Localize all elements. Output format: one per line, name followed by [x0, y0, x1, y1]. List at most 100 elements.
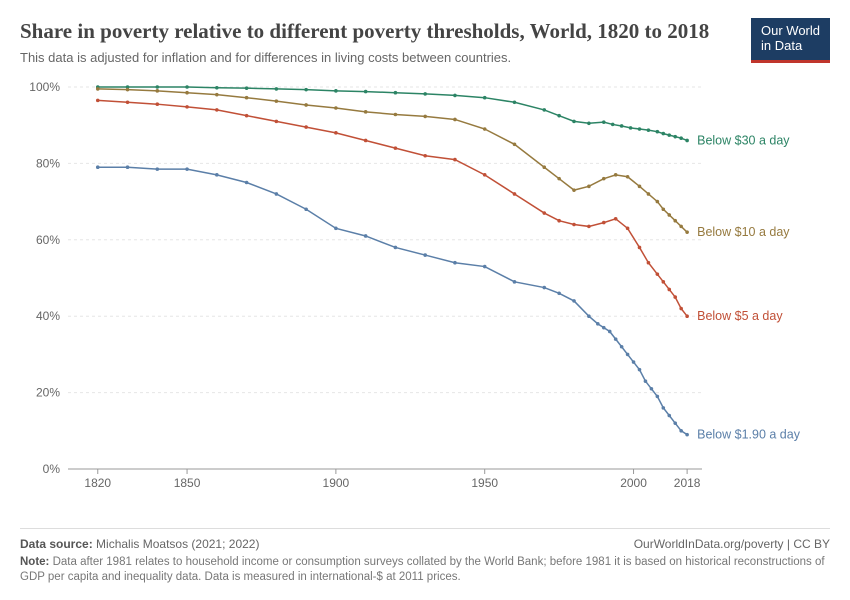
chart-subtitle: This data is adjusted for inflation and … — [20, 50, 731, 65]
title-block: Share in poverty relative to different p… — [20, 18, 751, 65]
data-point — [513, 143, 517, 147]
data-point — [667, 288, 671, 292]
data-point — [155, 103, 159, 107]
data-point — [679, 137, 683, 141]
data-point — [542, 166, 546, 170]
data-point — [656, 130, 660, 134]
data-point — [423, 254, 427, 258]
data-point — [667, 213, 671, 217]
data-point — [513, 101, 517, 105]
data-point — [602, 326, 606, 330]
data-point — [275, 192, 279, 196]
data-point — [542, 108, 546, 112]
data-point — [557, 219, 561, 223]
data-point — [423, 154, 427, 158]
series-line-below-190 — [98, 167, 687, 434]
data-point — [542, 286, 546, 290]
data-point — [626, 175, 630, 179]
footer-note: Note: Data after 1981 relates to househo… — [20, 555, 830, 586]
data-point — [679, 429, 683, 433]
data-point — [632, 360, 636, 364]
data-point — [638, 368, 642, 372]
data-point — [602, 121, 606, 125]
svg-text:2000: 2000 — [620, 476, 647, 490]
data-point — [572, 120, 576, 124]
footer-row: Data source: Michalis Moatsos (2021; 202… — [20, 537, 830, 551]
data-point — [647, 192, 651, 196]
data-point — [662, 280, 666, 284]
data-point — [304, 88, 308, 92]
chart-area: 0%20%40%60%80%100%1820185019001950200020… — [20, 77, 830, 522]
data-point — [275, 87, 279, 91]
line-chart-svg: 0%20%40%60%80%100%1820185019001950200020… — [20, 77, 830, 497]
data-point — [620, 345, 624, 349]
data-point — [638, 127, 642, 131]
data-point — [685, 231, 689, 235]
data-point — [656, 200, 660, 204]
data-point — [626, 353, 630, 357]
data-point — [629, 126, 633, 130]
svg-text:2018: 2018 — [674, 476, 701, 490]
data-point — [611, 123, 615, 127]
svg-text:1900: 1900 — [323, 476, 350, 490]
svg-text:1820: 1820 — [84, 476, 111, 490]
series-label-below-30[interactable]: Below $30 a day — [697, 134, 790, 148]
data-point — [557, 177, 561, 181]
svg-text:1850: 1850 — [174, 476, 201, 490]
data-point — [364, 90, 368, 94]
data-point — [215, 108, 219, 112]
data-point — [513, 192, 517, 196]
data-point — [638, 185, 642, 189]
attribution[interactable]: OurWorldInData.org/poverty | CC BY — [634, 537, 830, 551]
data-point — [656, 395, 660, 399]
note-text: Data after 1981 relates to household inc… — [20, 556, 825, 584]
data-point — [572, 189, 576, 193]
data-point — [656, 273, 660, 277]
data-point — [614, 338, 618, 342]
data-point — [215, 173, 219, 177]
data-point — [364, 234, 368, 238]
logo-line2: in Data — [761, 39, 820, 54]
data-point — [679, 225, 683, 229]
data-point — [557, 114, 561, 118]
data-point — [557, 292, 561, 296]
chart-container: Share in poverty relative to different p… — [0, 0, 850, 600]
chart-footer: Data source: Michalis Moatsos (2021; 202… — [20, 528, 830, 586]
data-point — [587, 185, 591, 189]
data-point — [334, 227, 338, 231]
data-point — [245, 96, 249, 100]
data-point — [215, 86, 219, 90]
data-point — [596, 322, 600, 326]
data-point — [572, 223, 576, 227]
data-point — [650, 387, 654, 391]
data-point — [673, 296, 677, 300]
series-line-below-10 — [98, 89, 687, 232]
svg-text:0%: 0% — [43, 462, 61, 476]
data-point — [483, 173, 487, 177]
data-point — [685, 433, 689, 437]
data-point — [662, 208, 666, 212]
data-point — [608, 330, 612, 334]
logo-line1: Our World — [761, 24, 820, 39]
data-point — [453, 261, 457, 265]
data-point — [667, 414, 671, 418]
data-point — [126, 166, 130, 170]
data-point — [304, 126, 308, 130]
data-point — [423, 115, 427, 119]
series-label-below-190[interactable]: Below $1.90 a day — [697, 428, 801, 442]
svg-text:60%: 60% — [36, 233, 60, 247]
series-label-below-5[interactable]: Below $5 a day — [697, 309, 783, 323]
data-point — [572, 299, 576, 303]
series-label-below-10[interactable]: Below $10 a day — [697, 225, 790, 239]
svg-text:20%: 20% — [36, 386, 60, 400]
data-point — [685, 315, 689, 319]
data-point — [662, 406, 666, 410]
svg-text:1950: 1950 — [471, 476, 498, 490]
data-point — [614, 173, 618, 177]
data-point — [673, 219, 677, 223]
data-point — [334, 131, 338, 135]
data-point — [453, 118, 457, 122]
owid-logo[interactable]: Our World in Data — [751, 18, 830, 63]
data-point — [245, 181, 249, 185]
source-text: Michalis Moatsos (2021; 2022) — [96, 537, 259, 551]
